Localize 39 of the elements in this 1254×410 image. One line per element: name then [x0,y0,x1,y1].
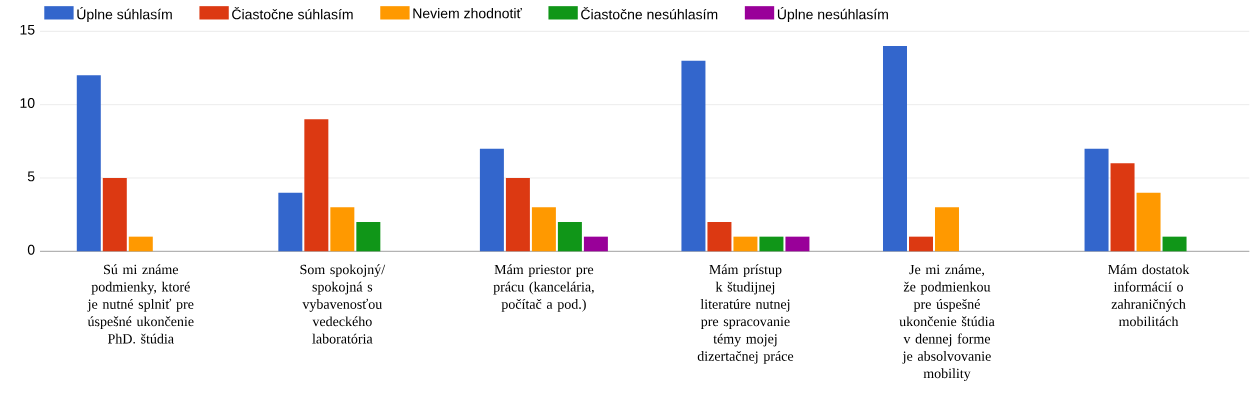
bar [1110,163,1135,252]
legend-label: Čiastočne nesúhlasím [581,7,718,20]
bar [330,207,355,252]
bar [1084,148,1109,252]
bar [531,207,556,252]
y-tick-label: 15 [20,24,35,35]
bar [304,119,329,252]
bar [1136,192,1161,252]
y-tick-label: 10 [20,98,35,109]
bar [935,207,959,252]
bar [278,192,303,252]
x-tick-label: Mám priestor pre prácu (kancelária, počítač a pod.) [493,264,594,312]
bar [102,177,127,252]
legend-label: Čiastočne súhlasím [232,7,353,20]
bar [707,221,732,252]
x-tick-label: Mám prístup k študijnej literatúre nutnej pre spracovanie témy mojej dizertačnej práce [697,264,794,364]
bar [1162,236,1187,252]
y-tick-label: 5 [27,171,35,182]
bar [479,148,504,252]
bar [883,45,907,252]
y-tick-label: 0 [27,244,35,255]
x-tick-label: Je mi známe, že podmienkou pre úspešné ukončenie štúdia v dennej forme je absolvovanie mobility [899,264,995,382]
bar [557,221,582,252]
bar [356,221,381,252]
bar [583,236,608,252]
x-tick-label: Mám dostatok informácií o zahraničných mobilitách [1108,264,1190,327]
bar [128,236,153,252]
bar [785,236,810,252]
x-tick-label: Sú mi známe podmienky, ktoré je nutné splniť pre úspešné ukončenie PhD. štúdia [87,264,194,344]
x-tick-label: Som spokojný/ spokojná s vybavenosťou vedeckého laboratória [300,264,386,344]
bar [505,177,530,252]
bar [76,75,101,252]
legend-label: Neviem zhodnotiť [413,8,522,19]
legend-label: Úplne súhlasím [77,7,172,23]
bar [908,236,933,252]
bar [733,236,758,252]
legend-label: Úplne nesúhlasím [777,7,888,23]
bar [759,236,784,252]
bar [681,60,706,252]
